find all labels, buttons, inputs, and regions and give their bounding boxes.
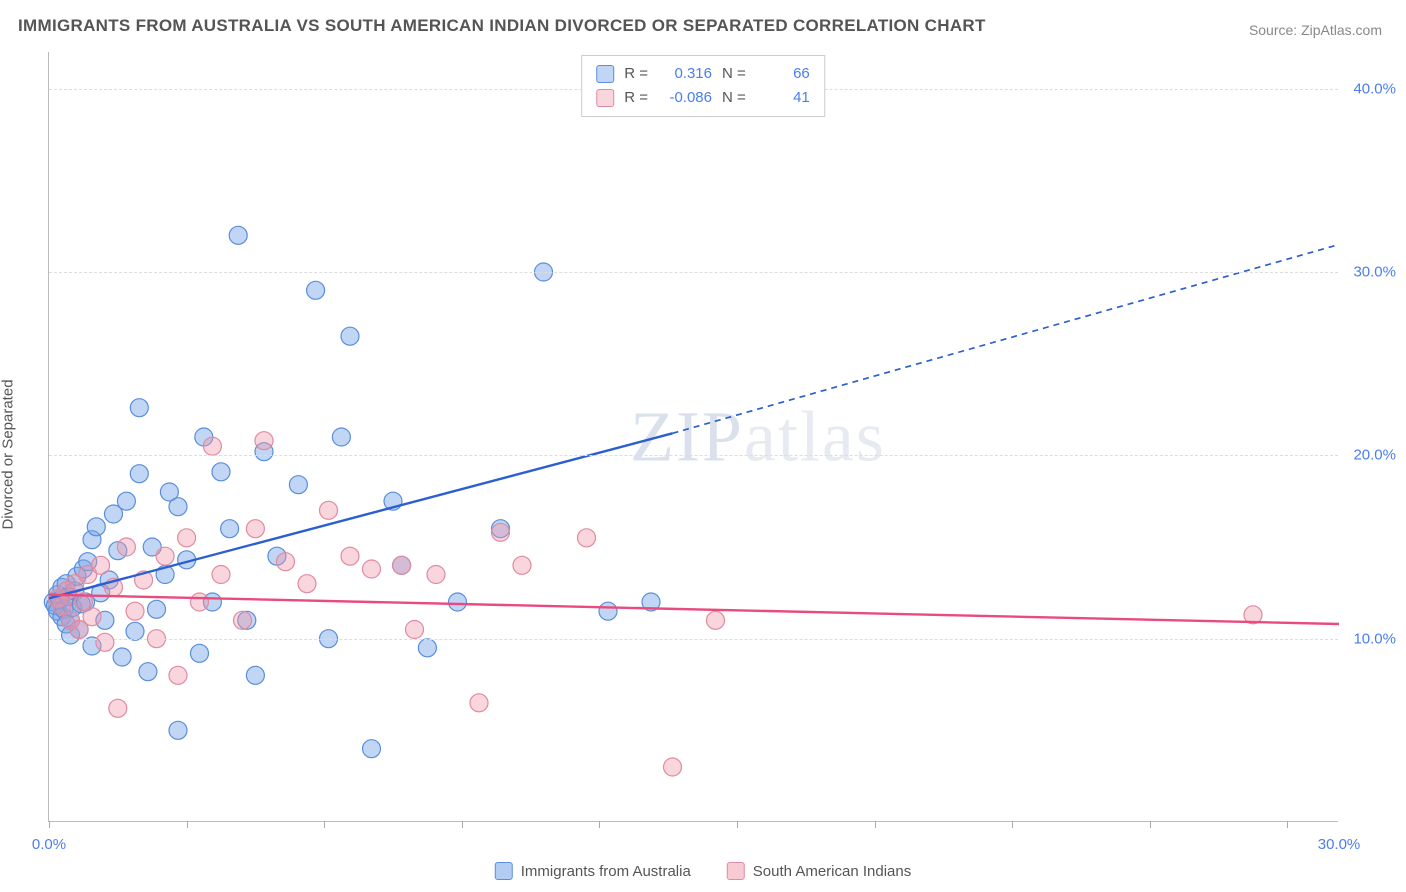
data-point[interactable] [664,758,682,776]
data-point[interactable] [363,560,381,578]
x-tick [737,821,738,828]
data-point[interactable] [406,621,424,639]
data-point[interactable] [148,600,166,618]
series-legend: Immigrants from Australia South American … [495,862,911,880]
data-point[interactable] [363,740,381,758]
stat-label-n: N = [722,86,746,110]
data-point[interactable] [341,547,359,565]
x-tick-label: 0.0% [32,836,66,853]
data-point[interactable] [427,566,445,584]
data-point[interactable] [191,644,209,662]
data-point[interactable] [126,622,144,640]
stat-value-n: 41 [756,86,810,110]
data-point[interactable] [255,432,273,450]
data-point[interactable] [298,575,316,593]
data-point[interactable] [246,520,264,538]
gridline [49,455,1338,456]
stat-label-n: N = [722,62,746,86]
data-point[interactable] [130,399,148,417]
legend-swatch [596,89,614,107]
data-point[interactable] [341,327,359,345]
stat-label-r: R = [624,86,648,110]
data-point[interactable] [470,694,488,712]
legend-label: Immigrants from Australia [521,863,691,880]
legend-swatch [727,862,745,880]
data-point[interactable] [87,518,105,536]
data-point[interactable] [234,611,252,629]
source-attribution: Source: ZipAtlas.com [1249,22,1382,38]
data-point[interactable] [418,639,436,657]
data-point[interactable] [246,666,264,684]
data-point[interactable] [599,602,617,620]
stat-value-r: 0.316 [658,62,712,86]
stat-value-r: -0.086 [658,86,712,110]
data-point[interactable] [277,553,295,571]
y-tick-label: 40.0% [1353,80,1396,97]
plot-area: ZIPatlas 10.0%20.0%30.0%40.0%0.0%30.0% [48,52,1338,822]
data-point[interactable] [109,699,127,717]
stat-label-r: R = [624,62,648,86]
data-point[interactable] [83,608,101,626]
data-point[interactable] [178,529,196,547]
data-point[interactable] [169,721,187,739]
x-tick [599,821,600,828]
data-point[interactable] [96,633,114,651]
data-point[interactable] [117,492,135,510]
data-point[interactable] [492,523,510,541]
legend-item[interactable]: Immigrants from Australia [495,862,691,880]
data-point[interactable] [203,437,221,455]
legend-label: South American Indians [753,863,911,880]
y-tick-label: 20.0% [1353,447,1396,464]
trend-line [49,433,673,598]
data-point[interactable] [320,501,338,519]
data-point[interactable] [229,226,247,244]
data-point[interactable] [332,428,350,446]
data-point[interactable] [221,520,239,538]
data-point[interactable] [307,281,325,299]
x-tick [462,821,463,828]
source-link[interactable]: ZipAtlas.com [1301,22,1382,38]
data-point[interactable] [169,498,187,516]
data-point[interactable] [169,666,187,684]
data-point[interactable] [449,593,467,611]
data-point[interactable] [513,556,531,574]
x-tick [1012,821,1013,828]
data-point[interactable] [156,547,174,565]
x-tick-label: 30.0% [1318,836,1361,853]
x-tick [187,821,188,828]
data-point[interactable] [117,538,135,556]
data-point[interactable] [130,465,148,483]
chart-title: IMMIGRANTS FROM AUSTRALIA VS SOUTH AMERI… [18,16,986,36]
gridline [49,639,1338,640]
data-point[interactable] [126,602,144,620]
legend-stats-row: R = 0.316 N = 66 [596,62,810,86]
data-point[interactable] [92,556,110,574]
y-axis-label: Divorced or Separated [0,379,17,529]
data-point[interactable] [139,663,157,681]
data-point[interactable] [113,648,131,666]
x-tick [1287,821,1288,828]
legend-swatch [495,862,513,880]
x-tick [1150,821,1151,828]
data-point[interactable] [289,476,307,494]
legend-item[interactable]: South American Indians [727,862,911,880]
y-tick-label: 10.0% [1353,630,1396,647]
stat-value-n: 66 [756,62,810,86]
data-point[interactable] [707,611,725,629]
data-point[interactable] [212,463,230,481]
legend-swatch [596,65,614,83]
correlation-legend: R = 0.316 N = 66 R = -0.086 N = 41 [581,55,825,117]
x-tick [49,821,50,828]
gridline [49,272,1338,273]
x-tick [324,821,325,828]
y-tick-label: 30.0% [1353,264,1396,281]
data-point[interactable] [212,566,230,584]
data-point[interactable] [393,556,411,574]
data-point[interactable] [191,593,209,611]
legend-stats-row: R = -0.086 N = 41 [596,86,810,110]
x-tick [875,821,876,828]
chart-svg [49,52,1338,821]
data-point[interactable] [578,529,596,547]
source-label: Source: [1249,22,1297,38]
